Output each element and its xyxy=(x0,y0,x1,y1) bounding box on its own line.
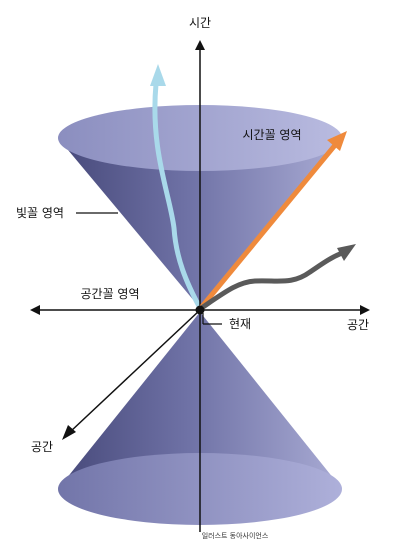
spacelike-arrow xyxy=(197,250,345,312)
space-axis-depth-label: 공간 xyxy=(31,440,53,454)
light-path-arrowhead xyxy=(150,64,166,86)
present-label: 현재 xyxy=(229,317,251,331)
time-axis-label: 시간 xyxy=(189,16,211,30)
timelike-arrow xyxy=(197,141,339,312)
space-axis-right-arrowhead xyxy=(360,305,370,315)
space-axis-horizontal-label: 공간 xyxy=(347,318,369,332)
timelike-arrowhead xyxy=(327,131,347,151)
light-path-curve xyxy=(152,81,203,311)
space-axis-left-arrowhead xyxy=(30,305,40,315)
timelike-region-label: 시간꼴 영역 xyxy=(242,128,301,142)
lightlike-region-label: 빛꼴 영역 xyxy=(16,206,64,220)
space-axis-depth-arrowhead xyxy=(62,425,76,440)
spacelike-arrowhead xyxy=(337,244,356,261)
spacelike-region-label: 공간꼴 영역 xyxy=(80,287,139,301)
present-point xyxy=(195,305,205,315)
space-axis-depth xyxy=(69,309,201,433)
illustration-credit: 일러스트 동아사이언스 xyxy=(202,531,269,540)
